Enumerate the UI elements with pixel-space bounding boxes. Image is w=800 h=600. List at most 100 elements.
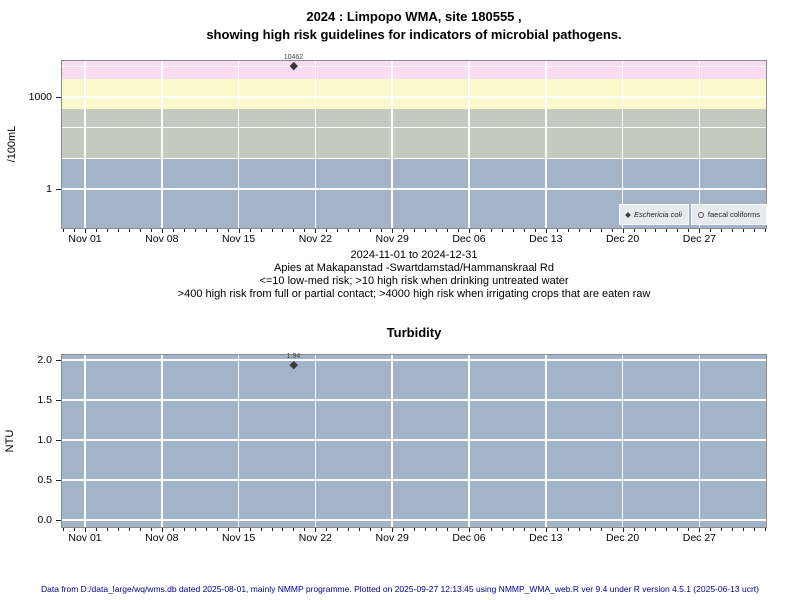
x-gridline [391, 61, 393, 228]
x-major-tick [392, 229, 394, 233]
x-major-tick [85, 229, 86, 233]
x-gridline [468, 61, 470, 228]
x-minor-tick [447, 528, 449, 531]
x-tick-label: Nov 29 [375, 532, 409, 544]
x-minor-tick [381, 528, 383, 531]
x-minor-tick [271, 229, 273, 232]
x-minor-tick [732, 229, 734, 232]
x-gridline [84, 355, 86, 527]
x-major-tick [161, 229, 163, 233]
x-major-tick [85, 528, 86, 532]
x-minor-tick [304, 229, 306, 232]
caption-risk-line2: >400 high risk from full or partial cont… [177, 288, 651, 300]
x-minor-tick [106, 229, 108, 232]
x-minor-tick [183, 229, 185, 232]
x-minor-tick [666, 229, 668, 232]
x-minor-tick [578, 528, 580, 531]
x-minor-tick [403, 528, 405, 531]
x-minor-tick [348, 229, 350, 232]
x-minor-tick [63, 229, 65, 232]
x-tick-label: Dec 13 [529, 233, 563, 245]
x-minor-tick [326, 528, 328, 531]
y-tick [56, 189, 61, 190]
x-minor-tick [293, 229, 295, 232]
x-tick-label: Nov 15 [221, 532, 256, 544]
x-gridline [545, 61, 547, 228]
risk-band [62, 61, 766, 79]
x-minor-tick [326, 229, 328, 232]
x-major-tick [315, 528, 317, 532]
x-minor-tick [337, 229, 339, 232]
x-tick-label: Dec 06 [452, 233, 486, 245]
x-minor-tick [600, 528, 602, 531]
y-tick-label: 1.5 [37, 394, 52, 406]
x-tick-label: Nov 29 [375, 233, 409, 245]
x-minor-tick [425, 229, 427, 232]
x-minor-tick [117, 528, 119, 531]
x-major-tick [468, 229, 470, 233]
x-gridline [468, 355, 470, 527]
x-minor-tick [655, 229, 657, 232]
legend-label-faecal-coliforms: faecal coliforms [707, 210, 760, 219]
x-minor-tick [370, 528, 372, 531]
x-minor-tick [117, 229, 119, 232]
x-minor-tick [765, 528, 767, 531]
caption-site-name: Apies at Makapanstad -Swartdamstad/Hamma… [273, 262, 554, 274]
x-minor-tick [754, 528, 756, 531]
x-minor-tick [337, 528, 339, 531]
x-minor-tick [381, 229, 383, 232]
x-minor-tick [205, 229, 207, 232]
x-minor-tick [666, 528, 668, 531]
x-tick-label: Dec 13 [529, 532, 563, 544]
x-minor-tick [128, 229, 130, 232]
plot-background [62, 355, 766, 527]
x-minor-tick [534, 229, 536, 232]
x-gridline [314, 355, 317, 527]
caption: 2024-11-01 to 2024-12-31 Apies at Makapa… [62, 249, 766, 301]
x-major-tick [468, 528, 470, 532]
y-tick [56, 480, 61, 481]
x-gridline [698, 61, 701, 228]
x-minor-tick [523, 229, 525, 232]
legend-item-faecal-coliforms: faecal coliforms [690, 204, 767, 225]
x-minor-tick [359, 528, 361, 531]
x-tick-label: Nov 01 [68, 233, 102, 245]
x-minor-tick [216, 229, 218, 232]
x-minor-tick [743, 229, 745, 232]
y-tick-label: 1 [46, 183, 52, 195]
x-minor-tick [721, 229, 723, 232]
x-minor-tick [95, 229, 97, 232]
x-gridline [161, 355, 163, 527]
y-tick [56, 440, 61, 441]
main-title-line1: 2024 : Limpopo WMA, site 180555 , [306, 9, 522, 24]
x-minor-tick [63, 528, 65, 531]
x-minor-tick [501, 229, 503, 232]
x-minor-tick [512, 229, 514, 232]
x-gridline [621, 61, 624, 228]
x-minor-tick [512, 528, 514, 531]
x-minor-tick [414, 229, 416, 232]
x-minor-tick [74, 229, 76, 232]
x-minor-tick [359, 229, 361, 232]
x-minor-tick [633, 528, 635, 531]
x-minor-tick [106, 528, 108, 531]
x-tick-label: Dec 20 [605, 233, 640, 245]
risk-band [62, 78, 766, 110]
x-minor-tick [183, 528, 185, 531]
x-major-tick [238, 528, 240, 532]
x-major-tick [315, 229, 317, 233]
x-minor-tick [348, 528, 350, 531]
x-minor-tick [633, 229, 635, 232]
x-gridline [237, 355, 240, 527]
y-tick-label: 0.5 [37, 474, 52, 486]
x-gridline [545, 355, 547, 527]
x-minor-tick [710, 528, 712, 531]
x-minor-tick [490, 528, 492, 531]
x-minor-tick [150, 229, 152, 232]
x-tick-label: Dec 27 [682, 532, 717, 544]
x-major-tick [622, 229, 624, 233]
x-minor-tick [227, 528, 229, 531]
x-minor-tick [688, 229, 690, 232]
x-minor-tick [556, 229, 558, 232]
